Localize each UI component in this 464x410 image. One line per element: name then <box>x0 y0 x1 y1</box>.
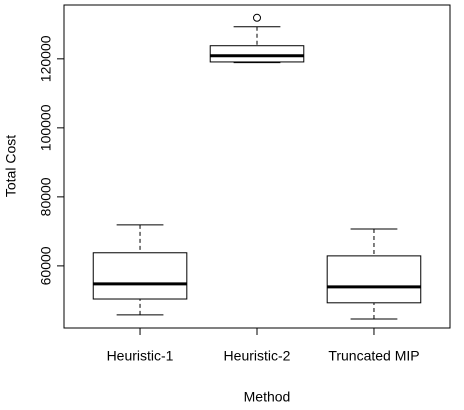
x-tick-label: Heuristic-2 <box>224 348 291 364</box>
x-axis-label: Method <box>244 389 291 405</box>
x-tick-label: Heuristic-1 <box>107 348 174 364</box>
y-axis-label: Total Cost <box>3 135 19 197</box>
x-tick-label: Truncated MIP <box>328 348 419 364</box>
box <box>92 252 188 300</box>
box <box>326 255 422 304</box>
outlier <box>253 13 261 22</box>
y-tick-label: 120000 <box>38 35 54 82</box>
box <box>209 45 305 63</box>
y-tick-label: 80000 <box>38 177 54 216</box>
y-tick-label: 100000 <box>38 104 54 151</box>
y-tick-label: 60000 <box>38 246 54 285</box>
